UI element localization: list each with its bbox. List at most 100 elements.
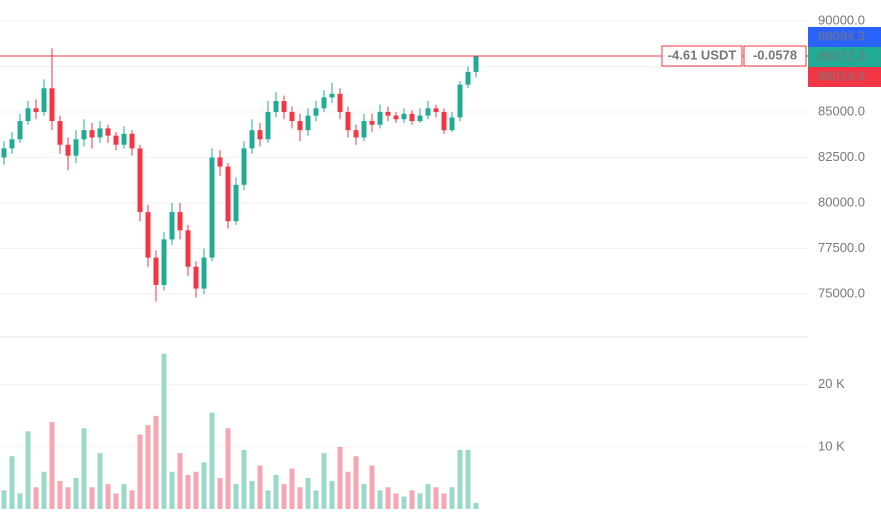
volume-bar (57, 481, 63, 509)
candle-body (313, 108, 319, 116)
price-badge (808, 27, 881, 47)
candle-body (465, 71, 471, 85)
volume-bar (449, 487, 455, 509)
volume-bar (313, 490, 319, 509)
candle-body (161, 239, 167, 285)
volume-bar (273, 474, 279, 509)
volume-bar (201, 462, 207, 509)
candle-body (121, 133, 127, 145)
candle-body (177, 212, 183, 231)
candle-body (201, 257, 207, 289)
candle-body (297, 121, 303, 131)
candle-body (329, 93, 335, 98)
change-pct-box (743, 45, 807, 67)
volume-bar (129, 490, 135, 509)
volume-bar (193, 471, 199, 509)
candle-body (273, 101, 279, 112)
volume-bar (49, 422, 55, 509)
candle-body (217, 157, 223, 167)
candle-body (401, 113, 407, 120)
volume-bar (121, 484, 127, 509)
volume-bar (113, 493, 119, 509)
candle-body (49, 88, 55, 122)
candle-body (433, 108, 439, 112)
volume-bar (177, 453, 183, 509)
price-badge (808, 67, 881, 87)
volume-bar (329, 481, 335, 509)
y-tick-label: 90000.0 (818, 12, 865, 27)
volume-bar (473, 502, 479, 509)
volume-bar (25, 431, 31, 509)
candle-body (449, 117, 455, 131)
volume-bar (249, 481, 255, 509)
volume-bar (441, 493, 447, 509)
candle-body (305, 115, 311, 131)
price-badge-label: 88094.3 (818, 28, 865, 43)
volume-bar (337, 446, 343, 509)
y-tick-label: 82500.0 (818, 149, 865, 164)
y-tick-label: 75000.0 (818, 285, 865, 300)
candle-body (257, 130, 263, 140)
volume-bar (41, 471, 47, 509)
change-box (661, 45, 743, 67)
volume-bar (33, 487, 39, 509)
candle-body (417, 115, 423, 122)
candle-body (457, 84, 463, 118)
volume-bar (161, 353, 167, 509)
candle-body (265, 111, 271, 140)
candle-body (105, 128, 111, 136)
candle-body (113, 135, 119, 145)
candle-body (17, 121, 23, 140)
candle-body (137, 148, 143, 213)
candle-body (281, 101, 287, 112)
candle-body (353, 130, 359, 138)
candle-body (65, 144, 71, 156)
candle-body (393, 115, 399, 120)
candle-body (33, 108, 39, 112)
volume-bar (345, 471, 351, 509)
y-tick-label: 85000.0 (818, 103, 865, 118)
candle-body (233, 184, 239, 222)
candle-body (57, 121, 63, 145)
candle-body (185, 230, 191, 267)
candle-body (73, 139, 79, 156)
volume-bar (1, 490, 7, 509)
candle-body (321, 97, 327, 109)
volume-tick-label: 10 K (818, 438, 845, 453)
volume-bar (217, 477, 223, 509)
volume-bar (225, 428, 231, 509)
volume-bar (185, 474, 191, 509)
volume-bar (361, 484, 367, 509)
volume-bar (169, 471, 175, 509)
candle-body (249, 130, 255, 149)
volume-bar (385, 487, 391, 509)
candle-body (241, 148, 247, 185)
volume-bar (465, 450, 471, 509)
candle-body (409, 113, 415, 122)
volume-bar (297, 487, 303, 509)
volume-bar (105, 484, 111, 509)
volume-bar (209, 412, 215, 509)
change-pct-label: -0.0578 (753, 47, 797, 62)
price-badge (808, 47, 881, 67)
volume-bar (433, 487, 439, 509)
candle-body (377, 111, 383, 125)
volume-bar (9, 456, 15, 509)
candle-body (1, 148, 7, 158)
volume-bar (153, 415, 159, 509)
volume-bar (401, 496, 407, 509)
candle-body (225, 166, 231, 222)
volume-bar (89, 487, 95, 509)
y-tick-label: 77500.0 (818, 240, 865, 255)
volume-bar (137, 434, 143, 509)
volume-bar (369, 465, 375, 509)
y-tick-label: 80000.0 (818, 194, 865, 209)
candle-body (89, 130, 95, 138)
volume-bar (377, 490, 383, 509)
volume-bar (425, 484, 431, 509)
volume-bar (457, 450, 463, 509)
candle-body (425, 108, 431, 116)
candle-body (473, 56, 479, 72)
